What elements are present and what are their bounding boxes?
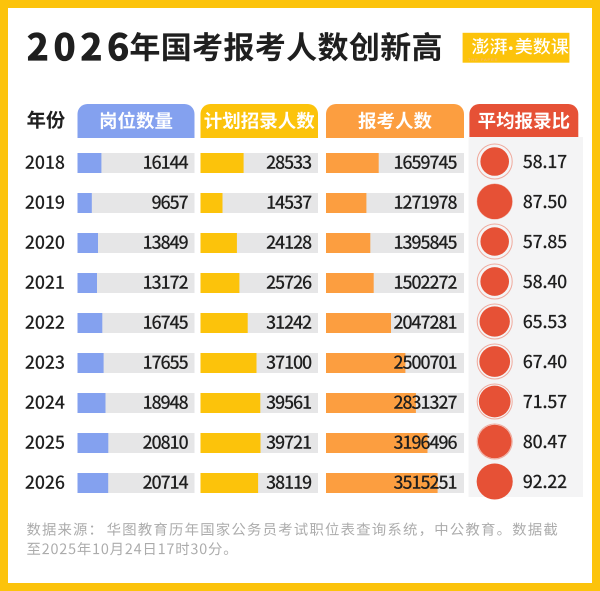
svg-text:THE PAPER: THE PAPER xyxy=(468,57,498,62)
